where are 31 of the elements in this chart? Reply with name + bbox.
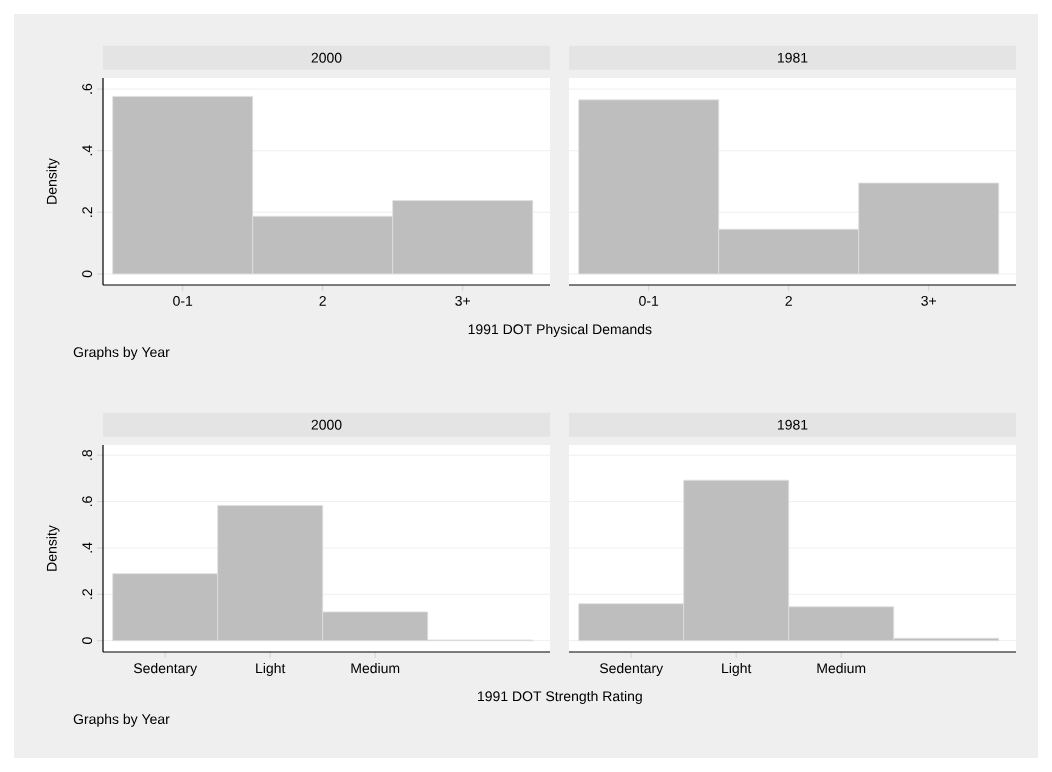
x-tick-label: Medium bbox=[351, 662, 400, 674]
chart-title: 1981 bbox=[778, 52, 808, 63]
x-tick-label: 2 bbox=[785, 295, 792, 306]
x-tick-label: 2 bbox=[319, 295, 326, 306]
y-tick-label: .4 bbox=[82, 145, 93, 156]
y-tick-label: .8 bbox=[82, 449, 93, 460]
x-tick-label: 0-1 bbox=[639, 295, 659, 306]
x-tick-label: Sedentary bbox=[599, 662, 664, 676]
chart-title: 2000 bbox=[311, 52, 342, 63]
y-tick-label: .2 bbox=[82, 589, 93, 599]
text: Graphs by Year bbox=[73, 346, 170, 360]
chart-title: 2000 bbox=[311, 419, 342, 430]
text: Graphs by Year bbox=[73, 713, 170, 727]
y-tick-label: 0 bbox=[82, 637, 93, 644]
x-tick-label: Medium bbox=[817, 662, 866, 674]
x-tick-label: Light bbox=[256, 662, 286, 676]
y-tick-label: .6 bbox=[82, 496, 93, 507]
y-axis-title: Density bbox=[46, 525, 60, 571]
y-tick-label: .4 bbox=[82, 542, 93, 553]
x-tick-label: Sedentary bbox=[133, 662, 198, 676]
x-tick-label: 3+ bbox=[921, 295, 936, 306]
x-axis-title: 1991 DOT Physical Demands bbox=[468, 323, 652, 337]
x-tick-label: 0-1 bbox=[173, 295, 193, 306]
chart-title: 1981 bbox=[778, 419, 808, 430]
y-tick-label: .6 bbox=[82, 83, 93, 94]
x-axis-title: 1991 DOT Strength Rating bbox=[478, 690, 642, 704]
y-tick-label: 0 bbox=[82, 270, 93, 278]
y-axis-title: Density bbox=[46, 158, 60, 204]
x-tick-label: Light bbox=[722, 662, 752, 676]
y-tick-label: .2 bbox=[82, 207, 93, 217]
x-tick-label: 3+ bbox=[455, 295, 470, 306]
